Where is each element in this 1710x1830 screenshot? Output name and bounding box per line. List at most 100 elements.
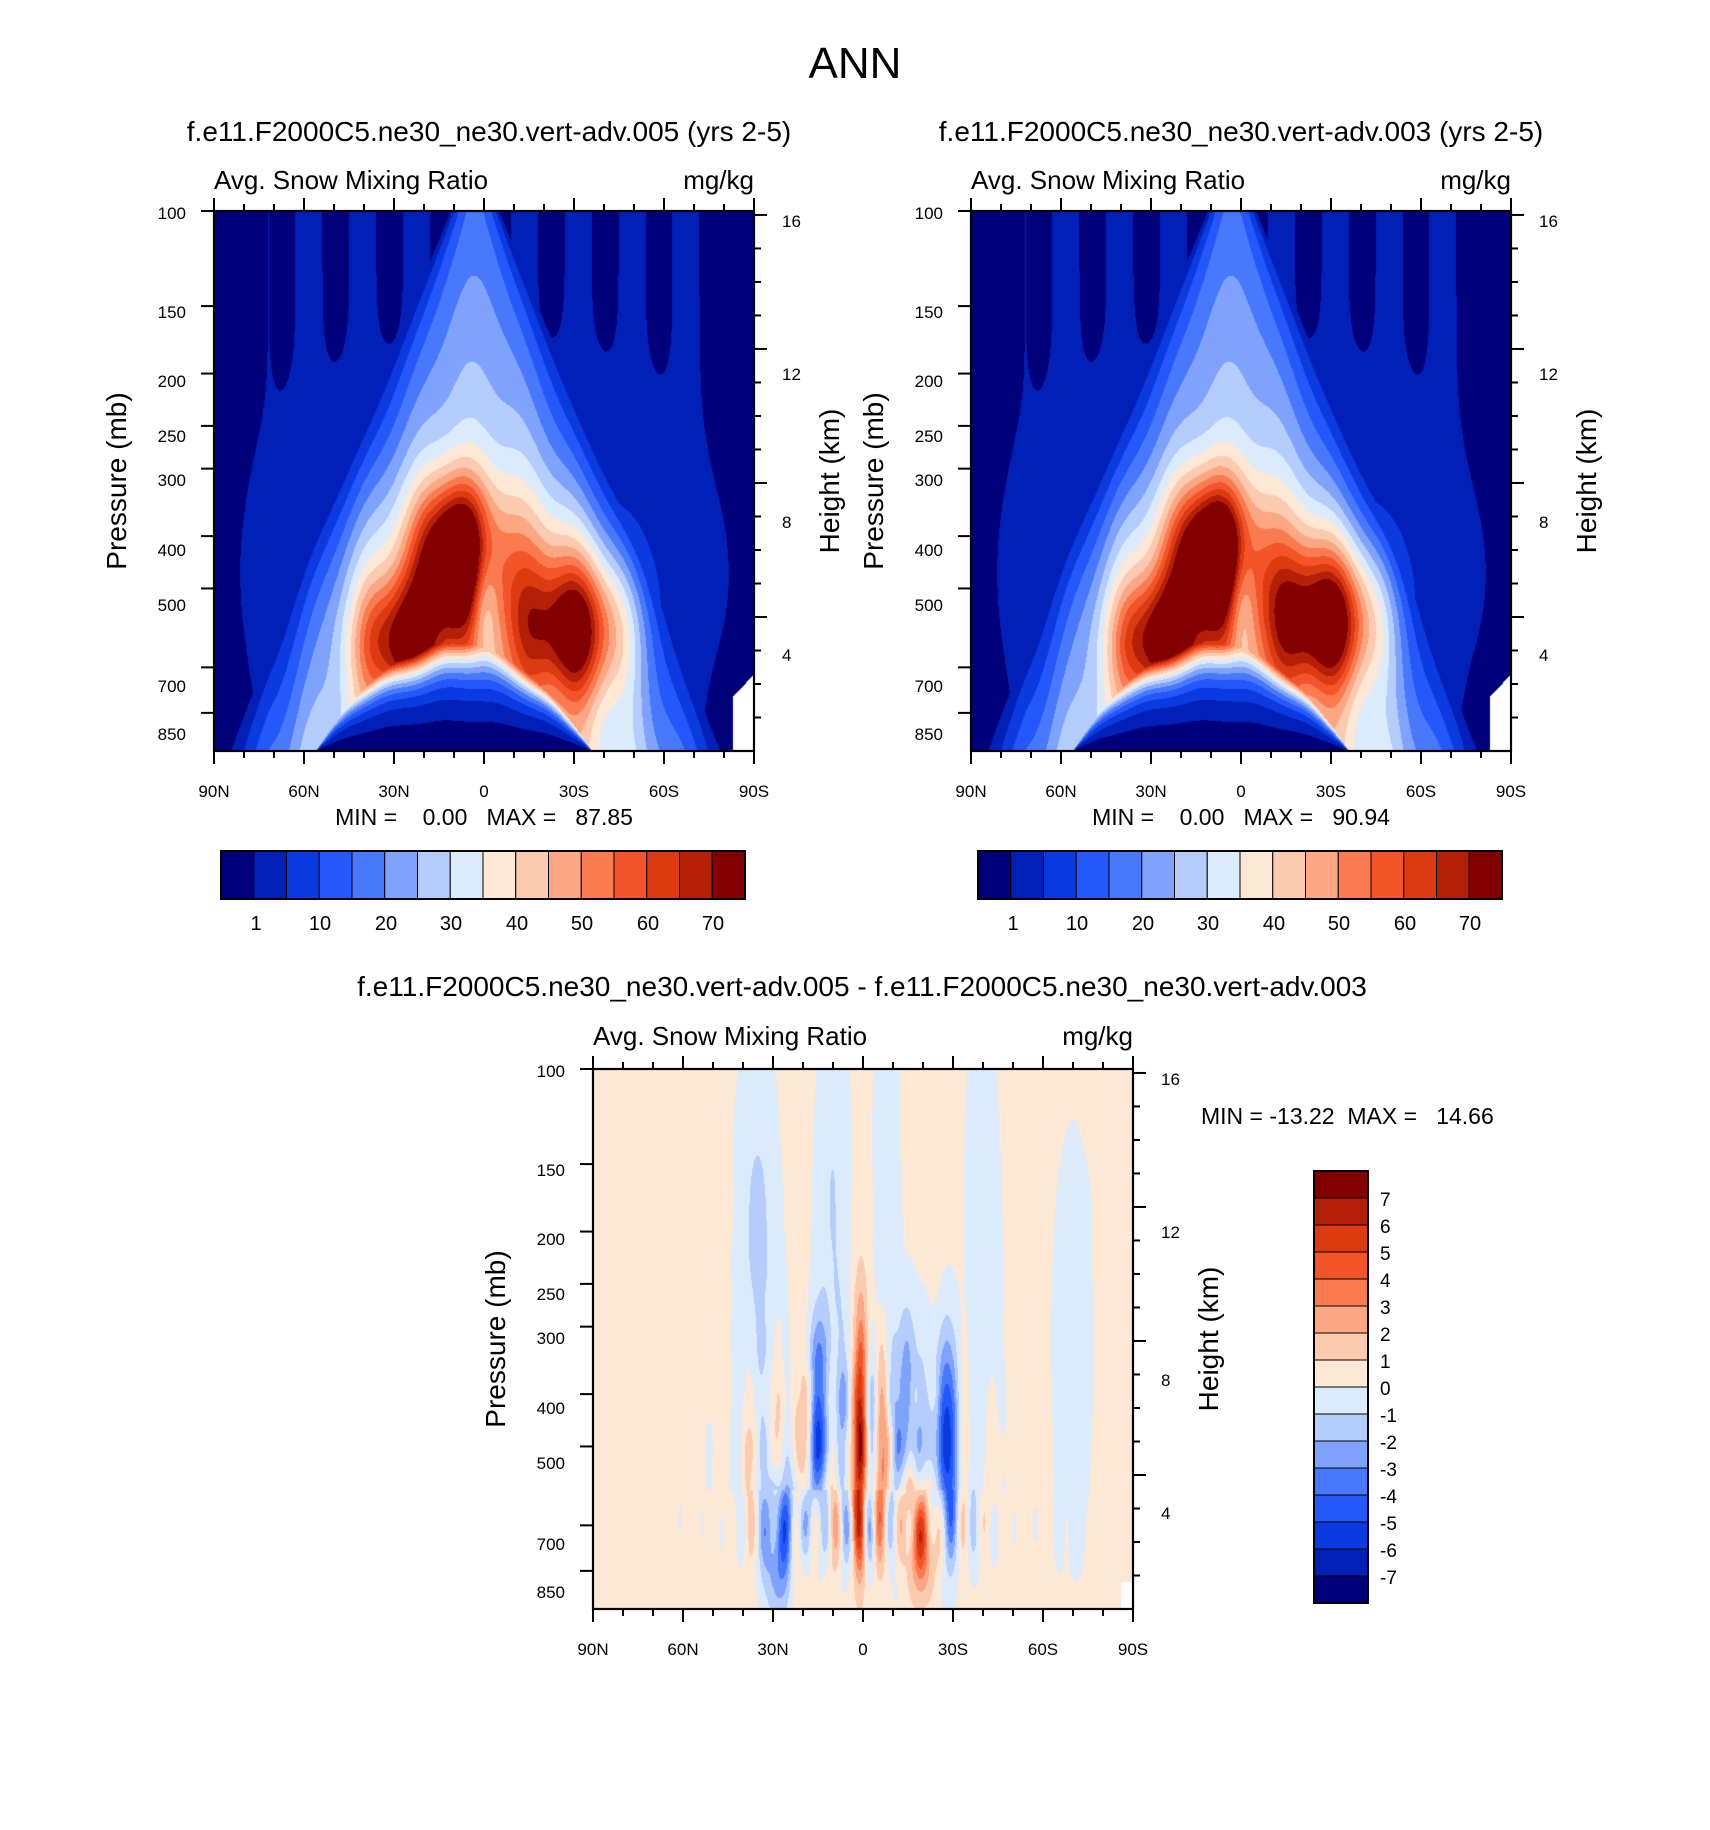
y-tick-label: 850 (537, 1583, 565, 1602)
colorbar-label: 3 (1380, 1298, 1391, 1319)
colorbar-label: -5 (1380, 1514, 1397, 1535)
y-tick-label: 200 (915, 372, 943, 391)
y-tick-label: 150 (915, 303, 943, 322)
panel-2-y-axis-label: Pressure (mb) (858, 392, 889, 569)
x-tick-label: 30N (1135, 782, 1166, 801)
x-tick-label: 60S (1028, 1640, 1058, 1659)
colorbar-label: 1 (1007, 913, 1018, 935)
y-tick-label: 150 (158, 303, 186, 322)
colorbar-cell (711, 850, 746, 900)
colorbar-cell (646, 850, 680, 900)
panel-1-title: f.e11.F2000C5.ne30_ne30.vert-adv.005 (yr… (187, 116, 791, 147)
y-tick-label: 300 (537, 1329, 565, 1348)
panel-diff-right-string: mg/kg (1062, 1021, 1133, 1051)
colorbar-cell (977, 850, 1012, 900)
panel-diff-title: f.e11.F2000C5.ne30_ne30.vert-adv.005 - f… (357, 971, 1367, 1002)
x-tick-label: 90N (577, 1640, 608, 1659)
colorbar-label: 2 (1380, 1325, 1391, 1346)
y-tick-label: 150 (537, 1161, 565, 1180)
panel-2-x-ticks: 90N 60N 30N 0 30S 60S 90S (955, 782, 1526, 801)
y-tick-label: 250 (915, 427, 943, 446)
panel-2-y2-ticks: 16 12 8 4 (1539, 212, 1558, 665)
y-tick-label: 500 (158, 596, 186, 615)
colorbar-cell (1313, 1170, 1369, 1199)
colorbar-cell (1468, 850, 1503, 900)
colorbar-cell (286, 850, 320, 900)
y-tick-label: 400 (537, 1399, 565, 1418)
colorbar-cell (1043, 850, 1077, 900)
colorbar-cell (1313, 1251, 1369, 1280)
panel-2: f.e11.F2000C5.ne30_ne30.vert-adv.003 (yr… (858, 116, 1602, 935)
x-tick-label: 60S (649, 782, 679, 801)
y-tick-label: 100 (915, 204, 943, 223)
panel-2-tick-marks (958, 198, 1524, 764)
colorbar-cell (1403, 850, 1437, 900)
colorbar-cell (1313, 1548, 1369, 1577)
y2-tick-label: 12 (1539, 365, 1558, 384)
x-tick-label: 90S (739, 782, 769, 801)
panel-diff: f.e11.F2000C5.ne30_ne30.vert-adv.005 - f… (357, 971, 1494, 1659)
y-tick-label: 500 (915, 596, 943, 615)
panel-2-y2-axis-label: Height (km) (1571, 409, 1602, 554)
colorbar-label: 60 (1394, 913, 1416, 935)
y-tick-label: 700 (158, 677, 186, 696)
colorbar-cell (1313, 1305, 1369, 1334)
y-tick-label: 700 (537, 1535, 565, 1554)
colorbar-label: 4 (1380, 1271, 1391, 1292)
panel-2-left-string: Avg. Snow Mixing Ratio (971, 165, 1245, 195)
panel-diff-colorbar-labels: 7 6 5 4 3 2 1 0 -1 -2 -3 -4 -5 -6 -7 (1380, 1190, 1397, 1589)
colorbar-label: 7 (1380, 1190, 1391, 1211)
colorbar-cell (1370, 850, 1405, 900)
panel-1-min-max: MIN = 0.00 MAX = 87.85 (335, 804, 633, 830)
x-tick-label: 90N (198, 782, 229, 801)
colorbar-frame (220, 850, 746, 900)
y-tick-label: 700 (915, 677, 943, 696)
colorbar-label: -7 (1380, 1568, 1397, 1589)
colorbar-cell (1075, 850, 1110, 900)
colorbar-cell (1313, 1197, 1369, 1226)
y2-tick-label: 8 (1539, 513, 1548, 532)
colorbar-label: 0 (1380, 1379, 1391, 1400)
panel-1-y2-ticks: 16 12 8 4 (782, 212, 801, 665)
y-tick-label: 100 (158, 204, 186, 223)
colorbar-label: -1 (1380, 1406, 1397, 1427)
colorbar-frame (1313, 1170, 1369, 1604)
colorbar-label: 5 (1380, 1244, 1391, 1265)
y2-tick-label: 16 (1539, 212, 1558, 231)
colorbar-cell (1313, 1224, 1369, 1253)
colorbar-label: 1 (1380, 1352, 1391, 1373)
panel-1-colorbar (220, 850, 746, 900)
y-tick-label: 300 (915, 471, 943, 490)
colorbar-label: -2 (1380, 1433, 1397, 1454)
panel-1-left-string: Avg. Snow Mixing Ratio (214, 165, 488, 195)
figure-title: ANN (809, 39, 902, 88)
colorbar-cell (482, 850, 517, 900)
colorbar-cell (220, 850, 255, 900)
colorbar-cell (1206, 850, 1241, 900)
colorbar-label: 6 (1380, 1217, 1391, 1238)
y-tick-label: 100 (537, 1062, 565, 1081)
colorbar-label: 50 (1328, 913, 1350, 935)
colorbar-cell (417, 850, 451, 900)
y2-tick-label: 8 (782, 513, 791, 532)
x-tick-label: 90S (1496, 782, 1526, 801)
x-tick-label: 90N (955, 782, 986, 801)
y-tick-label: 200 (158, 372, 186, 391)
y2-tick-label: 4 (1539, 646, 1548, 665)
x-tick-label: 0 (479, 782, 488, 801)
panel-diff-y-axis-label: Pressure (mb) (480, 1250, 511, 1427)
colorbar-cell (613, 850, 648, 900)
colorbar-cell (1239, 850, 1274, 900)
colorbar-cell (580, 850, 615, 900)
x-tick-label: 30S (938, 1640, 968, 1659)
colorbar-cell (1313, 1386, 1369, 1415)
panel-1-x-ticks: 90N 60N 30N 0 30S 60S 90S (198, 782, 769, 801)
colorbar-cell (449, 850, 484, 900)
colorbar-cell (351, 850, 386, 900)
panel-1-right-string: mg/kg (683, 165, 754, 195)
x-tick-label: 0 (858, 1640, 867, 1659)
colorbar-cell (384, 850, 418, 900)
y-tick-label: 200 (537, 1230, 565, 1249)
colorbar-label: 70 (702, 913, 724, 935)
